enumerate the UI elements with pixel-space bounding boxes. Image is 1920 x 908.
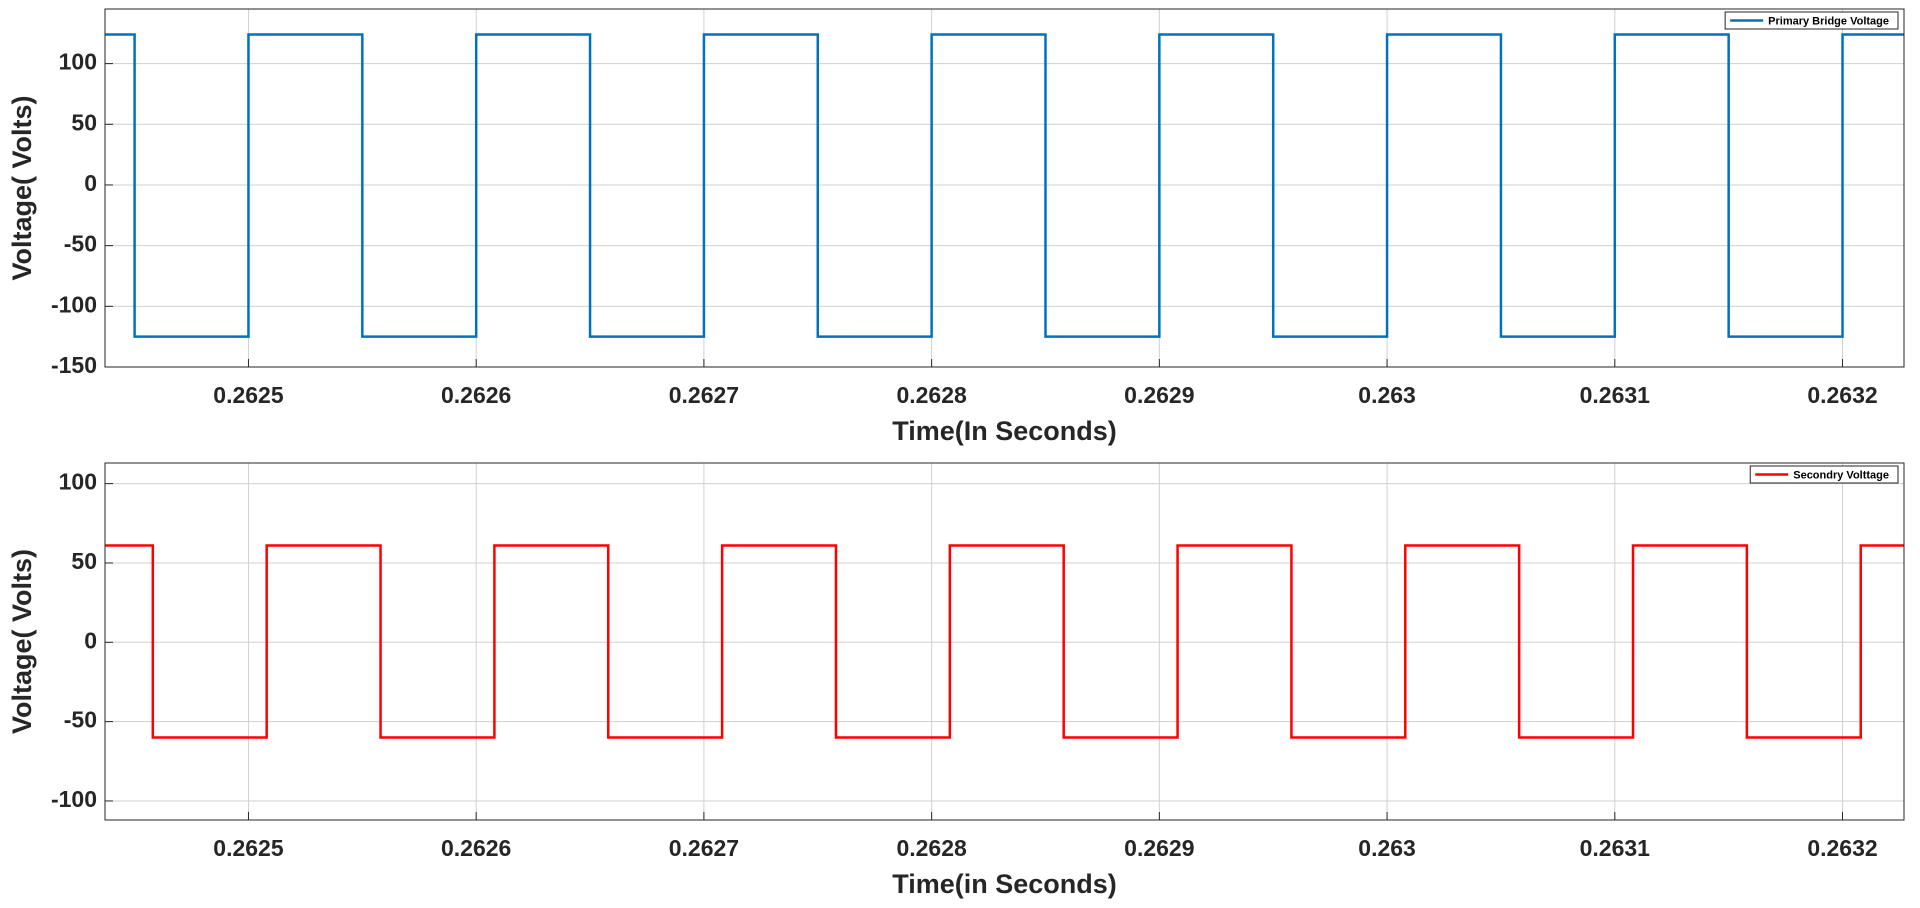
plot-area: [105, 9, 1904, 367]
x-tick-label: 0.2632: [1807, 835, 1877, 861]
x-tick-label: 0.2628: [896, 382, 967, 408]
legend-box: [1724, 11, 1899, 30]
x-tick-label: 0.263: [1358, 835, 1416, 861]
x-axis-label: Time(in Seconds): [892, 869, 1117, 899]
legend-box: [1749, 465, 1899, 484]
x-tick-label: 0.2631: [1580, 835, 1651, 861]
y-axis-label: Voltage( Volts): [7, 549, 37, 734]
x-tick-label: 0.2629: [1124, 382, 1194, 408]
y-tick-label: 50: [71, 548, 97, 574]
y-tick-label: -100: [51, 786, 97, 812]
x-tick-label: 0.2629: [1124, 835, 1194, 861]
y-tick-label: -150: [51, 352, 97, 378]
x-tick-label: 0.2625: [213, 382, 284, 408]
x-axis-label: Time(In Seconds): [892, 416, 1117, 446]
y-tick-label: 100: [59, 49, 97, 75]
y-tick-label: 0: [84, 170, 97, 196]
y-tick-label: -50: [64, 707, 97, 733]
x-tick-label: 0.2627: [669, 835, 739, 861]
plot-frame: [104, 462, 1905, 821]
y-tick-label: -100: [51, 291, 97, 317]
y-tick-label: 0: [84, 627, 97, 653]
plot-frame: [104, 8, 1905, 368]
series-line: [105, 544, 1904, 739]
x-tick-label: 0.2626: [441, 835, 511, 861]
plot-area: [105, 463, 1904, 820]
x-tick-label: 0.2627: [669, 382, 739, 408]
x-tick-label: 0.2628: [896, 835, 967, 861]
legend-label: Secondry Volttage: [1793, 469, 1889, 481]
y-tick-label: 100: [59, 469, 97, 495]
y-tick-label: 50: [71, 109, 97, 135]
y-axis-label: Voltage( Volts): [7, 95, 37, 280]
x-tick-label: 0.263: [1358, 382, 1416, 408]
y-tick-label: -50: [64, 231, 97, 257]
x-tick-label: 0.2625: [213, 835, 284, 861]
legend-label: Primary Bridge Voltage: [1768, 15, 1889, 27]
x-tick-label: 0.2632: [1807, 382, 1877, 408]
x-tick-label: 0.2626: [441, 382, 511, 408]
x-tick-label: 0.2631: [1580, 382, 1651, 408]
series-line: [105, 33, 1904, 338]
